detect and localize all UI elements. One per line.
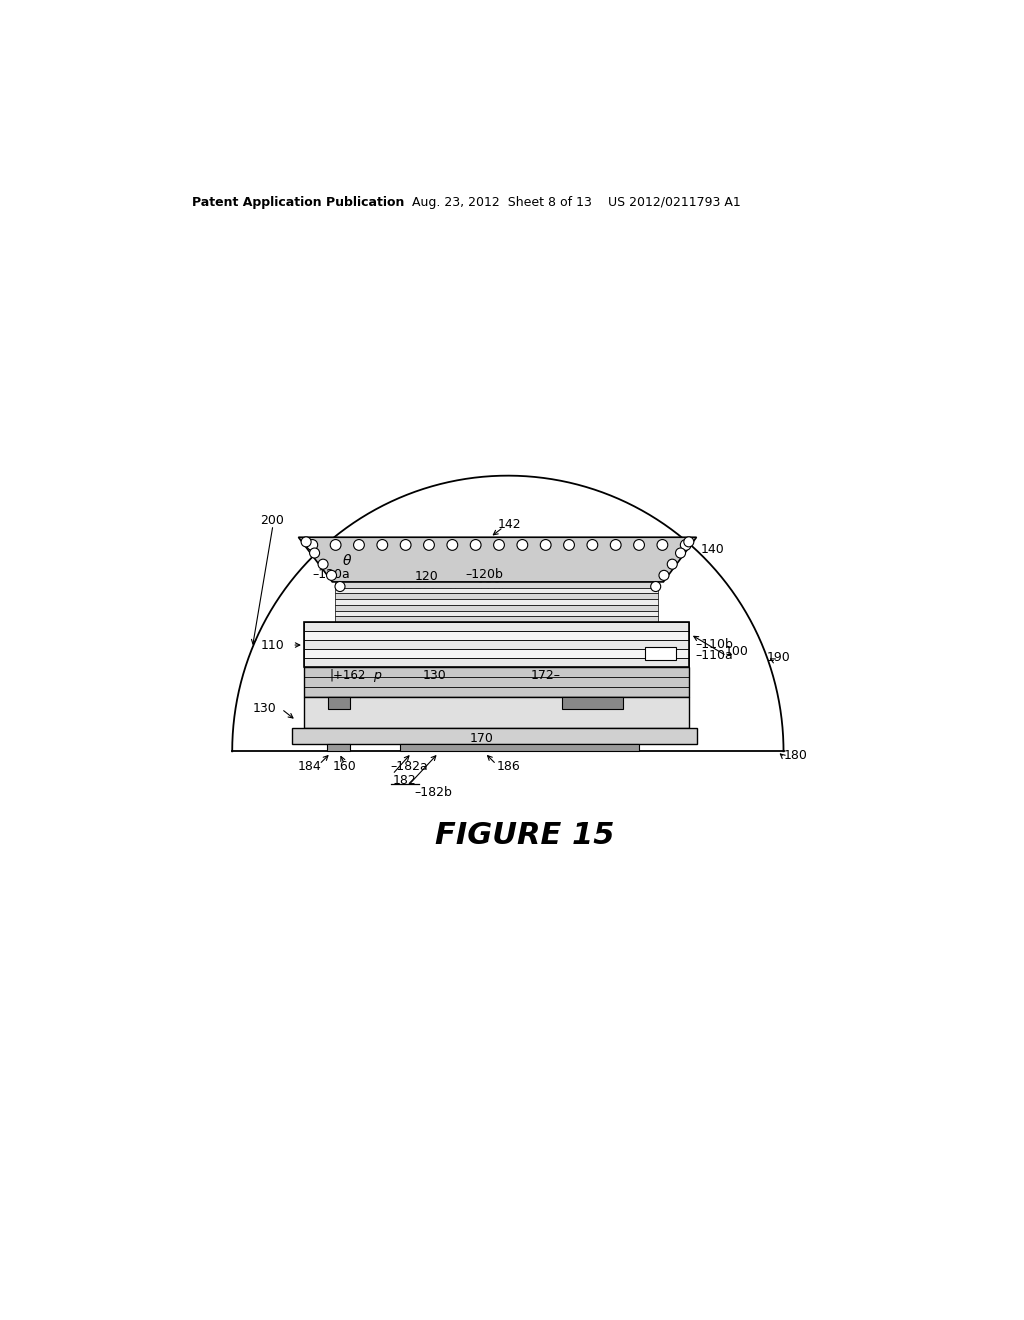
Bar [292,729,696,743]
Bar [304,622,689,667]
Bar [304,657,689,667]
Circle shape [400,540,411,550]
Text: 112: 112 [414,582,437,594]
Text: –182b: –182b [414,787,452,800]
Text: 170: 170 [469,731,494,744]
Text: 190: 190 [767,651,791,664]
Circle shape [657,540,668,550]
Bar [304,631,689,640]
Bar [304,640,689,648]
Bar [304,622,689,631]
Text: 100: 100 [725,644,749,657]
Bar [335,610,658,616]
Text: 172–: 172– [531,668,561,681]
Text: n: n [449,583,457,597]
Circle shape [470,540,481,550]
Text: –120b: –120b [466,568,504,581]
Circle shape [424,540,434,550]
Polygon shape [298,537,696,582]
Circle shape [587,540,598,550]
Bar [304,697,689,729]
Bar [335,582,658,587]
Circle shape [327,570,337,581]
Text: p: p [373,668,381,681]
Text: 114: 114 [400,582,424,594]
Bar [335,605,658,610]
Text: –110a: –110a [695,648,733,661]
Bar [335,599,658,605]
Bar [562,697,624,709]
Text: 140: 140 [700,543,724,556]
Circle shape [377,540,388,550]
Text: FIGURE 15: FIGURE 15 [435,821,614,850]
Bar [329,697,350,709]
Bar [335,594,658,599]
Circle shape [668,560,677,569]
Text: 184: 184 [298,760,322,774]
Text: 142: 142 [498,517,521,531]
Bar [327,743,350,751]
Circle shape [563,540,574,550]
Text: 200: 200 [260,513,284,527]
Text: US 2012/0211793 A1: US 2012/0211793 A1 [608,195,740,209]
Text: 110: 110 [261,639,285,652]
Bar [335,587,658,594]
Circle shape [659,570,669,581]
Text: |+162: |+162 [330,668,366,681]
Bar [304,667,689,697]
Text: Aug. 23, 2012  Sheet 8 of 13: Aug. 23, 2012 Sheet 8 of 13 [412,195,592,209]
Circle shape [353,540,365,550]
Text: 130: 130 [253,702,276,715]
Bar [335,616,658,622]
Circle shape [680,540,691,550]
Circle shape [676,548,685,558]
Text: θ: θ [342,554,351,568]
Text: 120: 120 [415,570,439,583]
Circle shape [684,537,694,546]
Circle shape [301,537,311,546]
Circle shape [309,548,319,558]
Text: 180: 180 [783,748,807,762]
Circle shape [610,540,622,550]
Text: 182: 182 [393,774,417,787]
Bar [304,648,689,657]
Circle shape [318,560,328,569]
Circle shape [650,582,660,591]
Circle shape [446,540,458,550]
Text: –110b: –110b [695,638,733,651]
Bar [645,647,676,660]
Text: 160: 160 [333,760,356,774]
Text: –182a: –182a [391,760,429,774]
Text: Patent Application Publication: Patent Application Publication [193,195,404,209]
Text: –120a: –120a [312,568,350,581]
Text: 186: 186 [497,760,520,774]
Circle shape [307,540,317,550]
Circle shape [494,540,505,550]
Circle shape [517,540,527,550]
Circle shape [330,540,341,550]
Bar [400,743,639,751]
Circle shape [335,582,345,591]
Text: 130: 130 [423,668,446,681]
Circle shape [634,540,644,550]
Text: –120c: –120c [472,581,509,594]
Circle shape [541,540,551,550]
